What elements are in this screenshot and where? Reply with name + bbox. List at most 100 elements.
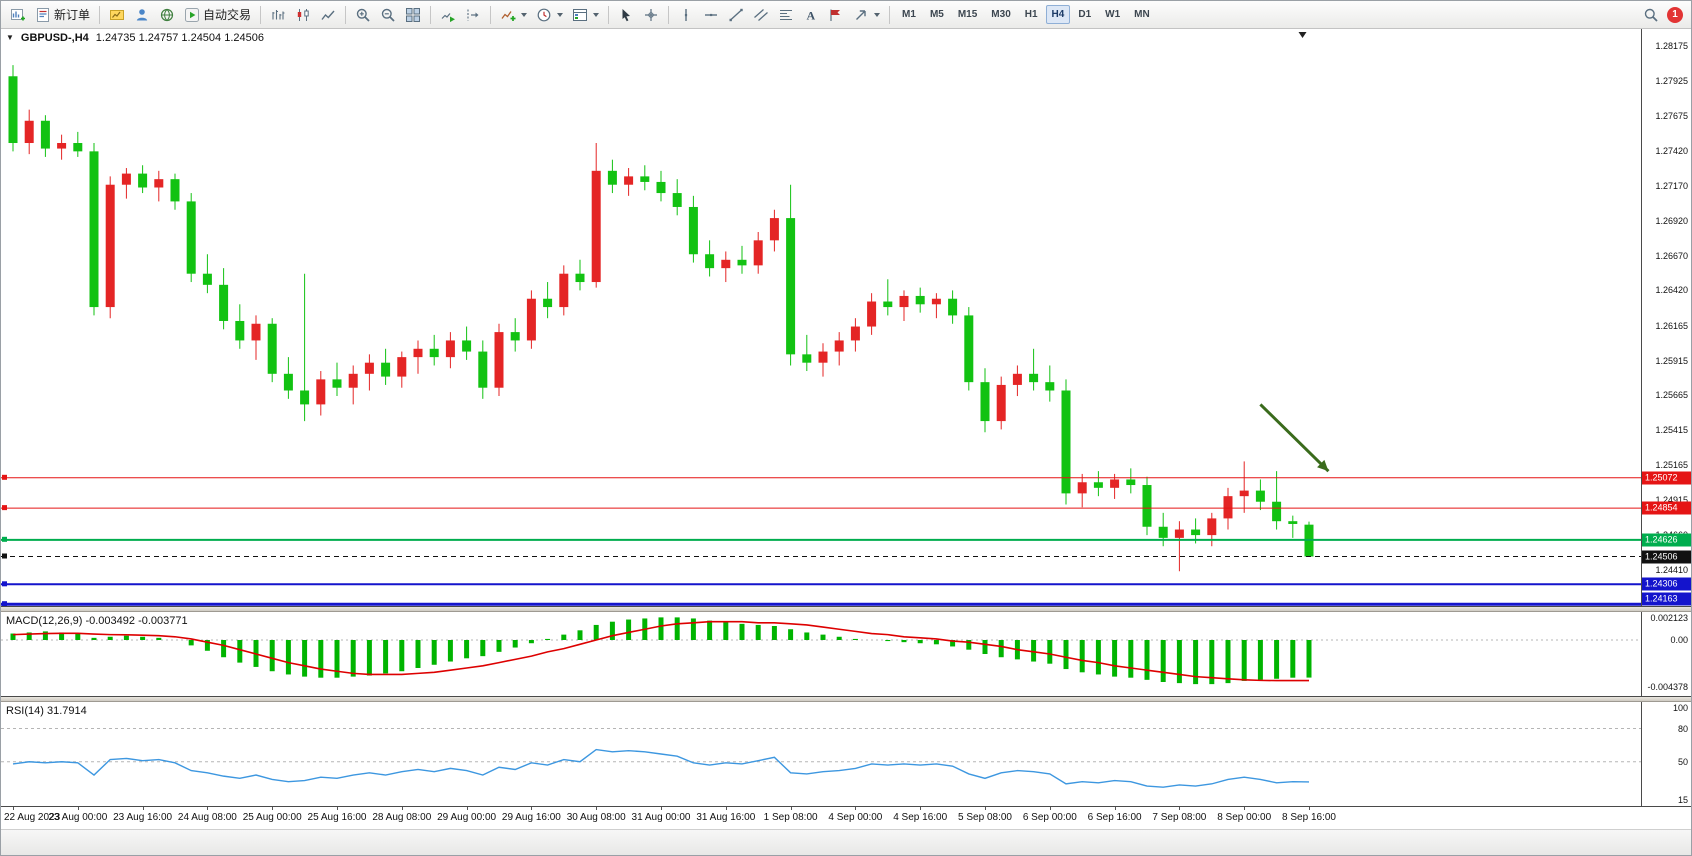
- templates-button[interactable]: [568, 3, 603, 27]
- community-button[interactable]: [130, 3, 154, 27]
- zoom-out-icon: [381, 8, 395, 22]
- rsi-pane: RSI(14) 31.7914 100 80 50 15: [1, 702, 1691, 807]
- pane-splitter[interactable]: [1, 697, 1691, 702]
- dropdown-caret-icon[interactable]: [593, 12, 600, 17]
- candle-body: [1223, 496, 1233, 519]
- market-button[interactable]: [155, 3, 179, 27]
- candlestick-icon: [297, 8, 309, 21]
- time-axis-tick: [790, 807, 792, 810]
- bar-chart-button[interactable]: [266, 3, 290, 27]
- candle-body: [640, 176, 650, 182]
- candle-body: [57, 143, 67, 149]
- price-line-anchor: [2, 601, 7, 606]
- toolbar-separator: [345, 5, 347, 24]
- zoom-in-button[interactable]: [351, 3, 375, 27]
- one-click-trading-icon[interactable]: ▼: [6, 33, 14, 42]
- timeframe-mn[interactable]: MN: [1128, 5, 1156, 24]
- rsi-scale[interactable]: 100 80 50 15: [1641, 702, 1691, 806]
- channel-button[interactable]: [749, 3, 773, 27]
- candle-body: [8, 76, 18, 144]
- time-axis-label: 23 Aug 16:00: [113, 812, 173, 823]
- timeframe-h1[interactable]: H1: [1019, 5, 1044, 24]
- candle-body: [818, 351, 828, 363]
- candle-body: [251, 323, 261, 341]
- rsi-label: RSI(14) 31.7914: [6, 705, 87, 717]
- crosshair-icon: [645, 8, 658, 21]
- time-axis-label: 7 Sep 08:00: [1152, 812, 1207, 823]
- new-chart-icon: [11, 8, 25, 20]
- candlestick-button[interactable]: [291, 3, 315, 27]
- candle-body: [1207, 518, 1217, 536]
- autotrade-label: 自动交易: [203, 8, 252, 22]
- indicators-button[interactable]: [496, 3, 531, 27]
- cursor-button[interactable]: [614, 3, 638, 27]
- horizontal-line-button[interactable]: [699, 3, 723, 27]
- dropdown-caret-icon[interactable]: [521, 12, 528, 17]
- timeframe-m15[interactable]: M15: [952, 5, 983, 24]
- timeframe-d1[interactable]: D1: [1072, 5, 1097, 24]
- dropdown-caret-icon[interactable]: [557, 12, 564, 17]
- timeframe-m1[interactable]: M1: [896, 5, 922, 24]
- candle-body: [494, 332, 504, 388]
- time-axis[interactable]: 22 Aug 2023 23 Aug 00:00 23 Aug 16:00 24 Au…: [1, 807, 1691, 829]
- timeframe-h4[interactable]: H4: [1045, 5, 1071, 24]
- candle-body: [397, 357, 407, 377]
- price-scale-label: 1.25165: [1655, 459, 1688, 470]
- arrow-tools-button[interactable]: [849, 3, 884, 27]
- candle-body: [154, 179, 164, 188]
- chart-shift-icon: [467, 9, 479, 20]
- price-chart[interactable]: ▼ GBPUSD-,H4 1.24735 1.24757 1.24504 1.2…: [1, 29, 1641, 606]
- new-chart-button[interactable]: [6, 3, 30, 27]
- notification-badge[interactable]: 1: [1667, 6, 1683, 23]
- crosshair-button[interactable]: [639, 3, 663, 27]
- vertical-line-button[interactable]: [674, 3, 698, 27]
- search-button[interactable]: [1639, 3, 1663, 27]
- time-axis-tick: [855, 807, 857, 810]
- dropdown-caret-icon[interactable]: [874, 12, 881, 17]
- status-bar: [1, 829, 1691, 855]
- label-tool-button[interactable]: [824, 3, 848, 27]
- time-axis-label: 25 Aug 00:00: [242, 812, 302, 823]
- candle-body: [1255, 490, 1265, 502]
- fibonacci-button[interactable]: [774, 3, 798, 27]
- auto-scroll-button[interactable]: [436, 3, 460, 27]
- line-chart-button[interactable]: [316, 3, 340, 27]
- macd-scale-label: -0.004378: [1647, 682, 1688, 693]
- candle-body: [850, 326, 860, 341]
- templates-icon: [573, 8, 588, 21]
- price-scale[interactable]: 1.28175 1.27925 1.27675 1.27420 1.27170 1.269…: [1641, 29, 1691, 606]
- macd-scale[interactable]: 0.002123 0.00 -0.004378: [1641, 612, 1691, 696]
- macd-chart[interactable]: MACD(12,26,9) -0.003492 -0.003771: [1, 612, 1641, 696]
- toolbar-separator: [889, 5, 891, 24]
- time-axis-tick: [985, 807, 986, 810]
- rsi-chart[interactable]: RSI(14) 31.7914: [1, 702, 1641, 806]
- price-line-anchor: [2, 474, 7, 480]
- timeframe-w1[interactable]: W1: [1099, 5, 1126, 24]
- periods-button[interactable]: [532, 3, 567, 27]
- time-axis-label: 24 Aug 08:00: [177, 812, 237, 823]
- tile-windows-button[interactable]: [401, 3, 425, 27]
- bar-chart-icon: [272, 9, 285, 19]
- candle-body: [300, 390, 310, 405]
- candle-body: [1029, 373, 1039, 383]
- autotrade-button[interactable]: 自动交易: [180, 3, 255, 27]
- candle-body: [1061, 390, 1071, 494]
- new-order-button[interactable]: 新订单: [31, 3, 94, 27]
- price-scale-label: 1.24410: [1655, 564, 1688, 575]
- chart-shift-button[interactable]: [461, 3, 485, 27]
- price-scale-label: 1.27420: [1655, 146, 1688, 157]
- zoom-out-button[interactable]: [376, 3, 400, 27]
- charts-profile-button[interactable]: [105, 3, 129, 27]
- rsi-scale-label: 50: [1677, 756, 1688, 767]
- candle-body: [996, 384, 1006, 422]
- trendline-button[interactable]: [724, 3, 748, 27]
- timeframe-m30[interactable]: M30: [985, 5, 1016, 24]
- price-scale-label: 1.26670: [1655, 250, 1688, 261]
- candle-body: [802, 354, 812, 363]
- pane-splitter[interactable]: [1, 607, 1691, 612]
- candle-body: [332, 379, 342, 388]
- candle-body: [656, 181, 666, 194]
- timeframe-m5[interactable]: M5: [924, 5, 950, 24]
- price-scale-label: 1.25915: [1655, 355, 1688, 366]
- text-tool-button[interactable]: A: [799, 3, 823, 27]
